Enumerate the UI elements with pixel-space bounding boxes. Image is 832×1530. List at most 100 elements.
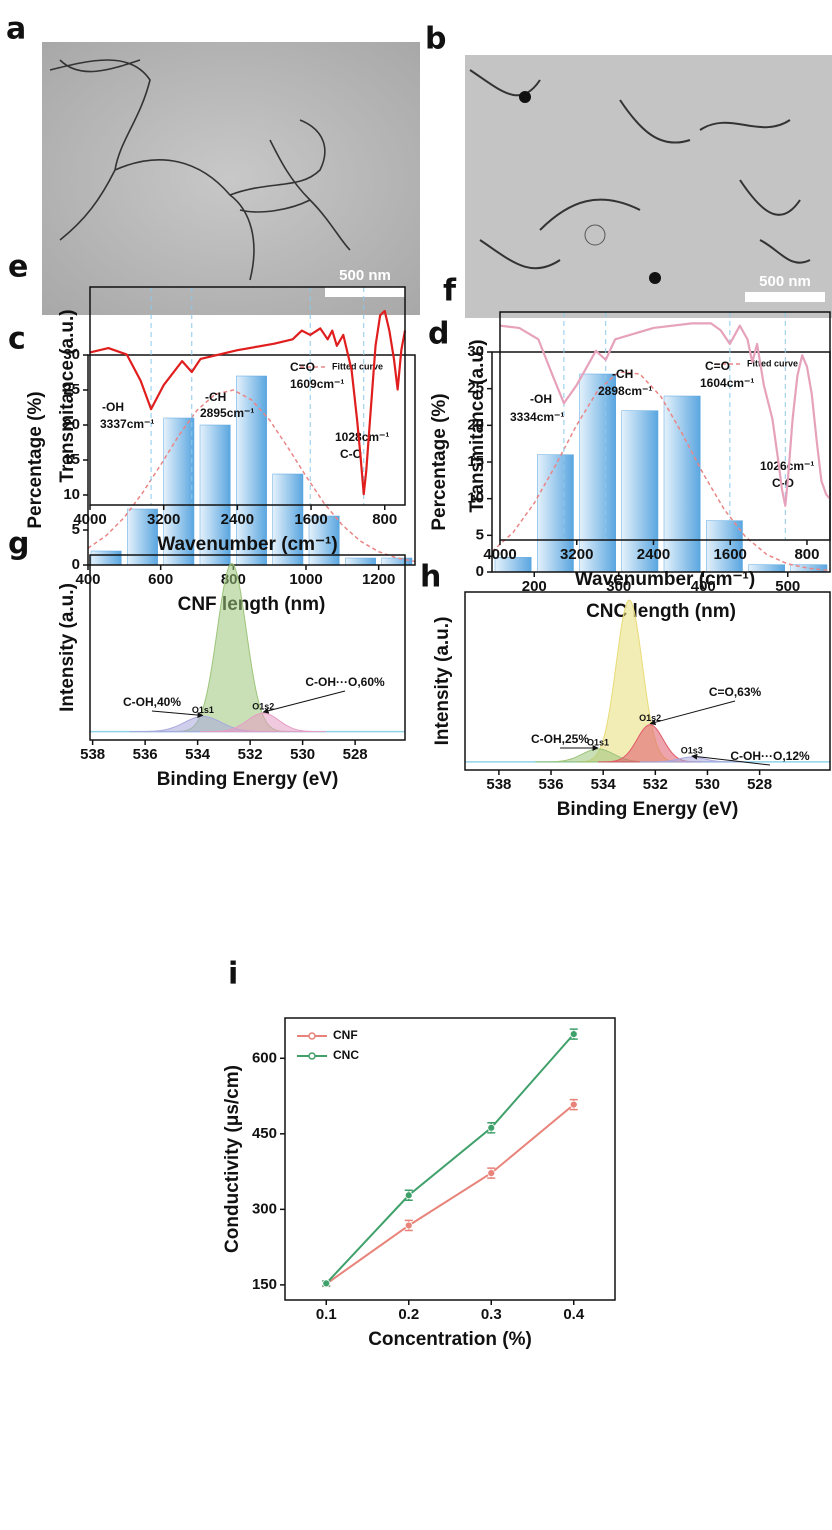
legend-label: CNF — [333, 1028, 358, 1042]
bar — [199, 424, 231, 566]
legend-label: CNC — [333, 1048, 359, 1062]
y-axis-title: Transmitance (a.u.) — [467, 339, 488, 512]
band-label: 3334cm⁻¹ — [510, 410, 564, 424]
annotation-arrow — [262, 690, 346, 714]
fitted-curve — [491, 371, 831, 572]
x-tick-label: 2400 — [221, 511, 254, 528]
y-axis-title: Conductivity (μs/cm) — [222, 1065, 243, 1253]
x-tick-label: 1000 — [289, 571, 322, 588]
scale-label: 500 nm — [339, 267, 391, 284]
band-label: 3337cm⁻¹ — [100, 417, 154, 431]
point — [404, 1191, 413, 1200]
band-label: 1609cm⁻¹ — [290, 377, 344, 391]
x-tick-label: 200 — [522, 578, 547, 595]
x-tick-label: 4000 — [73, 511, 106, 528]
band-label: 1604cm⁻¹ — [700, 376, 754, 390]
point — [487, 1169, 496, 1177]
legend-marker — [308, 1032, 316, 1040]
series-line — [325, 1103, 575, 1285]
x-axis-title: Wavenumber (cm⁻¹) — [157, 534, 337, 555]
band-group: C-O — [340, 447, 362, 461]
x-tick-label: 0.4 — [563, 1306, 585, 1323]
band-group: C=O — [290, 360, 315, 374]
y-tick-label: 15 — [467, 453, 484, 470]
band-group: -OH — [530, 392, 552, 406]
x-tick-label: 532 — [643, 776, 668, 793]
tem-image — [42, 42, 420, 315]
spectrum-line — [89, 309, 407, 496]
x-tick-label: 538 — [80, 746, 105, 763]
x-tick-label: 300 — [606, 578, 631, 595]
y-tick-label: 30 — [467, 343, 484, 360]
annotation-arrow — [649, 700, 736, 726]
y-tick-label: 5 — [476, 526, 484, 543]
plot-frame — [89, 286, 406, 506]
x-tick-label: 534 — [185, 746, 211, 763]
bar — [308, 515, 340, 566]
bar — [163, 417, 195, 566]
x-axis-title: Binding Energy (eV) — [557, 799, 739, 820]
series-line — [325, 1033, 575, 1285]
point — [322, 1279, 331, 1288]
bar — [345, 557, 376, 566]
x-tick-label: 400 — [691, 578, 716, 595]
x-tick-label: 528 — [747, 776, 772, 793]
band-label: 1026cm⁻¹ — [760, 459, 814, 473]
panel-label: c — [8, 322, 26, 357]
band-group: C=O — [705, 359, 730, 373]
plot-frame — [89, 554, 406, 741]
y-tick-label: 10 — [467, 490, 484, 507]
x-tick-label: 538 — [486, 776, 511, 793]
legend-marker — [308, 1052, 316, 1060]
x-tick-label: 1600 — [294, 511, 327, 528]
x-tick-label: 400 — [75, 571, 100, 588]
peak-name: O1s1 — [587, 737, 609, 747]
panel-label: e — [8, 250, 28, 285]
x-tick-label: 500 — [775, 578, 800, 595]
x-tick-label: 0.3 — [481, 1306, 502, 1323]
point — [569, 1100, 578, 1109]
y-tick-label: 5 — [72, 521, 80, 538]
band-label: 2895cm⁻¹ — [200, 406, 254, 420]
panel-a: a 500 nm — [6, 12, 420, 315]
bar — [537, 454, 574, 573]
annotation-arrow — [151, 710, 204, 718]
plot-frame — [499, 311, 831, 541]
annotation-arrow — [691, 753, 771, 766]
bar — [272, 473, 304, 566]
legend-label: Fitted curve — [332, 361, 383, 371]
bar — [236, 375, 267, 566]
y-tick-label: 300 — [252, 1200, 277, 1217]
panel-label: f — [443, 274, 457, 309]
fibers — [49, 59, 351, 281]
x-tick-label: 0.2 — [398, 1306, 419, 1323]
band-label: 2898cm⁻¹ — [598, 384, 652, 398]
peak-name: O1s2 — [252, 701, 274, 711]
peak-annotation: C-OH···O,60% — [305, 675, 385, 689]
x-tick-label: 3200 — [147, 511, 180, 528]
plot-frame — [284, 1017, 616, 1301]
y-axis-title: Percentage (%) — [429, 393, 450, 530]
x-tick-label: 600 — [148, 571, 173, 588]
x-tick-label: 800 — [372, 511, 397, 528]
y-tick-label: 450 — [252, 1125, 277, 1142]
band-group: -OH — [102, 400, 124, 414]
x-tick-label: 532 — [238, 746, 263, 763]
x-tick-label: 2400 — [637, 546, 670, 563]
panel-b: b 500 nm — [425, 22, 832, 318]
x-tick-label: 0.1 — [316, 1306, 337, 1323]
point — [404, 1221, 413, 1230]
bar — [90, 550, 122, 566]
legend-label: Fitted curve — [747, 358, 798, 368]
scale-bar — [745, 292, 825, 302]
x-tick-label: 1200 — [362, 571, 395, 588]
y-tick-label: 150 — [252, 1276, 277, 1293]
y-tick-label: 600 — [252, 1049, 277, 1066]
particle — [519, 91, 531, 103]
x-tick-label: 800 — [794, 546, 819, 563]
bar — [621, 410, 659, 573]
plot-frame — [464, 591, 831, 771]
x-tick-label: 534 — [591, 776, 617, 793]
peak-name: O1s3 — [681, 745, 703, 755]
